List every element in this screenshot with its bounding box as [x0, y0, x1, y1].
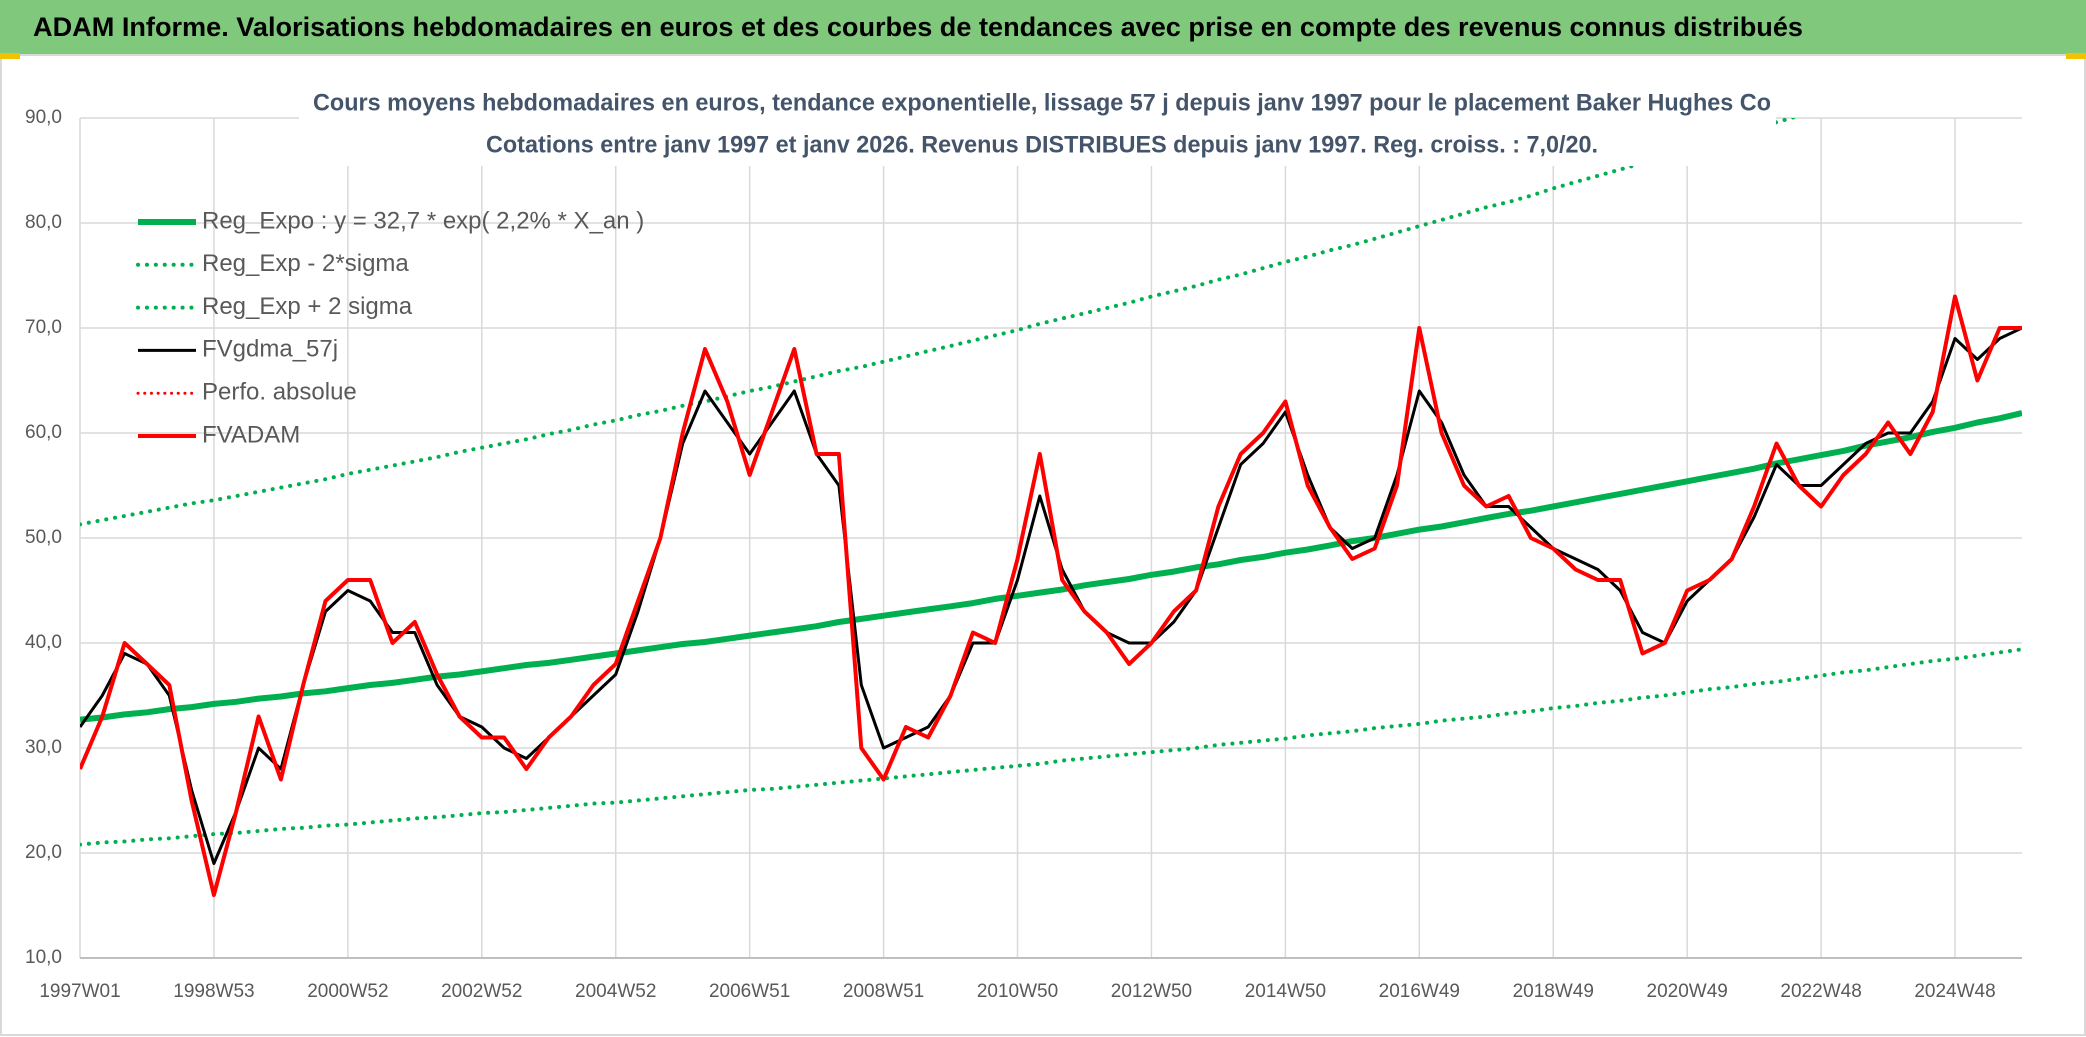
- x-tick-label: 2004W52: [575, 981, 656, 1002]
- y-tick-label: 40,0: [25, 632, 62, 653]
- x-tick-label: 1998W53: [173, 981, 254, 1002]
- x-tick-label: 1997W01: [39, 981, 120, 1002]
- legend-label: FVADAM: [202, 421, 300, 448]
- chart-subtitle: Cotations entre janv 1997 et janv 2026. …: [486, 131, 1598, 158]
- x-tick-label: 2000W52: [307, 981, 388, 1002]
- corner-mark: [0, 53, 20, 59]
- title-background: [299, 82, 1776, 166]
- x-tick-label: 2008W51: [843, 981, 924, 1002]
- y-tick-label: 20,0: [25, 842, 62, 863]
- series-line: [80, 410, 2022, 723]
- legend-label: Reg_Expo : y = 32,7 * exp( 2,2% * X_an ): [202, 207, 644, 234]
- y-tick-label: 80,0: [25, 212, 62, 233]
- header-title: ADAM Informe. Valorisations hebdomadaire…: [33, 12, 1803, 42]
- legend: Reg_Expo : y = 32,7 * exp( 2,2% * X_an )…: [136, 207, 644, 448]
- x-tick-label: 2010W50: [977, 981, 1058, 1002]
- corner-mark: [2066, 53, 2086, 59]
- x-tick-label: 2002W52: [441, 981, 522, 1002]
- x-tick-label: 2016W49: [1379, 981, 1460, 1002]
- x-tick-label: 2018W49: [1513, 981, 1594, 1002]
- y-tick-label: 90,0: [25, 107, 62, 128]
- y-tick-label: 10,0: [25, 947, 62, 968]
- y-tick-label: 70,0: [25, 317, 62, 338]
- y-tick-label: 60,0: [25, 422, 62, 443]
- header-bar: [0, 0, 2086, 54]
- legend-label: Perfo. absolue: [202, 379, 357, 406]
- x-tick-label: 2012W50: [1111, 981, 1192, 1002]
- x-tick-label: 2024W48: [1914, 981, 1995, 1002]
- legend-label: Reg_Exp - 2*sigma: [202, 250, 409, 277]
- legend-label: FVgdma_57j: [202, 336, 338, 363]
- x-tick-label: 2006W51: [709, 981, 790, 1002]
- x-tick-label: 2022W48: [1780, 981, 1861, 1002]
- y-tick-label: 50,0: [25, 527, 62, 548]
- x-tick-label: 2014W50: [1245, 981, 1326, 1002]
- legend-label: Reg_Exp + 2 sigma: [202, 293, 413, 320]
- chart-title: Cours moyens hebdomadaires en euros, ten…: [313, 89, 1771, 116]
- y-tick-label: 30,0: [25, 737, 62, 758]
- x-tick-label: 2020W49: [1647, 981, 1728, 1002]
- series-line: [80, 294, 2022, 897]
- chart-frame: [0, 54, 2086, 1036]
